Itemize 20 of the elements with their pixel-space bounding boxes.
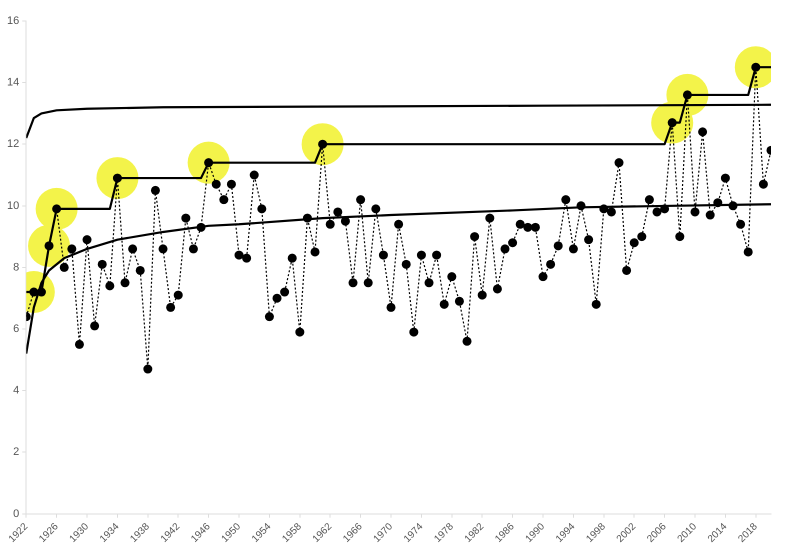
y-tick-label: 14 (6, 76, 20, 89)
y-tick-label: 8 (13, 261, 20, 274)
point (318, 140, 328, 149)
point (751, 62, 760, 72)
y-tick-label: 0 (13, 508, 20, 520)
y-tick-label: 16 (6, 15, 20, 28)
y-tick-label: 6 (13, 323, 20, 336)
y-tick-label: 2 (13, 446, 20, 458)
point (112, 174, 122, 183)
point (668, 118, 677, 128)
point (36, 188, 78, 230)
point (36, 288, 46, 297)
y-tick-label: 4 (13, 384, 20, 397)
point (29, 288, 38, 297)
y-tick-label: 12 (6, 138, 20, 150)
point (682, 90, 692, 100)
point (204, 158, 214, 168)
point (44, 241, 54, 250)
y-tick-label: 10 (6, 200, 20, 212)
point (52, 204, 62, 214)
